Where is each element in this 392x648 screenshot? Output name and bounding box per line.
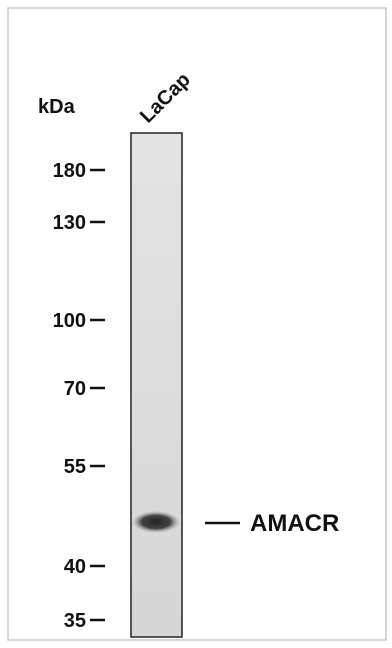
marker-group: 180 130 100 70 55 40 35 — [53, 160, 105, 632]
marker-label: 35 — [64, 610, 86, 632]
marker-label: 70 — [64, 378, 86, 400]
lane-label: LaCap — [136, 69, 195, 128]
unit-label: kDa — [38, 96, 76, 118]
marker-label: 130 — [53, 212, 86, 234]
marker-label: 180 — [53, 160, 86, 182]
blot-figure: kDa LaCap 180 130 100 70 55 40 35 AMACR — [0, 0, 392, 648]
lane — [131, 133, 182, 637]
marker-label: 40 — [64, 556, 86, 578]
marker-label: 100 — [53, 310, 86, 332]
band-label: AMACR — [250, 510, 339, 537]
band — [132, 511, 180, 533]
page: kDa LaCap 18013010070554035 AMACR (() =>… — [0, 0, 392, 648]
marker-label: 55 — [64, 456, 86, 478]
